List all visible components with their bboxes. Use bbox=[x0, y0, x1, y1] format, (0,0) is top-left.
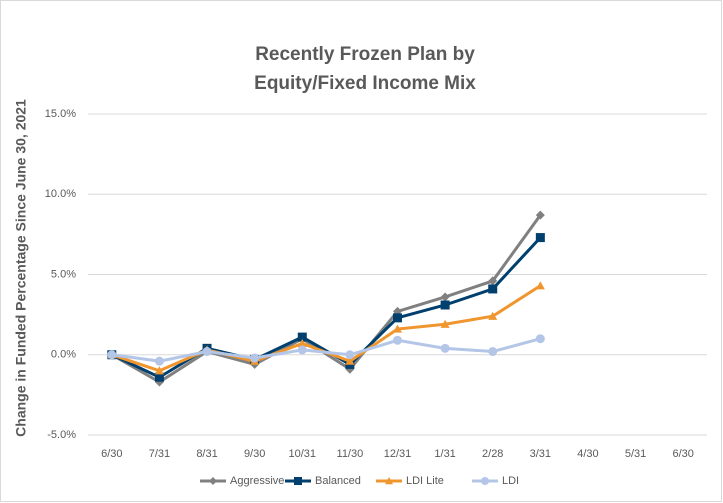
marker bbox=[535, 281, 545, 290]
marker bbox=[488, 276, 498, 286]
y-axis-label: Change in Funded Percentage Since June 3… bbox=[13, 99, 29, 437]
x-tick-label: 1/31 bbox=[434, 448, 455, 460]
y-tick-label: 10.0% bbox=[45, 188, 76, 200]
x-tick-label: 8/31 bbox=[196, 448, 217, 460]
legend-label: Aggressive bbox=[230, 475, 284, 487]
marker bbox=[345, 356, 355, 365]
marker bbox=[535, 210, 545, 220]
marker bbox=[440, 300, 450, 310]
marker bbox=[297, 339, 307, 348]
marker bbox=[393, 335, 402, 345]
x-tick-label: 6/30 bbox=[101, 448, 122, 460]
marker bbox=[440, 319, 450, 328]
series-line bbox=[111, 214, 542, 384]
marker bbox=[297, 332, 307, 342]
y-tick-label: 5.0% bbox=[51, 268, 76, 280]
legend-marker bbox=[385, 477, 393, 485]
marker bbox=[154, 356, 164, 366]
x-tick-label: 3/31 bbox=[530, 448, 551, 460]
x-tick-label: 11/30 bbox=[337, 448, 364, 460]
legend-label: Balanced bbox=[315, 475, 361, 487]
chart-title: Equity/Fixed Income Mix bbox=[254, 73, 476, 94]
marker bbox=[154, 366, 164, 375]
marker bbox=[535, 334, 545, 344]
x-tick-label: 2/28 bbox=[482, 448, 503, 460]
marker bbox=[488, 284, 498, 294]
marker bbox=[440, 343, 450, 353]
series-line bbox=[111, 236, 542, 379]
marker bbox=[250, 353, 260, 363]
marker bbox=[535, 233, 545, 243]
y-tick-label: 15.0% bbox=[45, 108, 76, 120]
x-tick-label: 7/31 bbox=[149, 448, 170, 460]
marker bbox=[393, 313, 402, 323]
marker bbox=[393, 324, 402, 333]
marker bbox=[107, 350, 117, 360]
marker bbox=[440, 292, 450, 302]
legend-marker bbox=[481, 477, 489, 485]
chart-title: Recently Frozen Plan by bbox=[255, 44, 475, 65]
legend-label: LDI Lite bbox=[406, 475, 444, 487]
marker bbox=[202, 347, 212, 357]
x-tick-label: 10/31 bbox=[289, 448, 317, 460]
marker bbox=[297, 345, 307, 355]
y-tick-label: 0.0% bbox=[51, 349, 76, 361]
x-tick-label: 6/30 bbox=[672, 448, 693, 460]
y-tick-label: -5.0% bbox=[47, 429, 76, 441]
legend-label: LDI bbox=[502, 475, 519, 487]
x-tick-label: 5/31 bbox=[625, 448, 646, 460]
marker bbox=[488, 311, 498, 320]
series-line bbox=[111, 337, 541, 363]
legend-marker bbox=[294, 477, 302, 485]
x-tick-label: 9/30 bbox=[244, 448, 265, 460]
marker bbox=[154, 372, 164, 382]
marker bbox=[488, 347, 498, 357]
marker bbox=[345, 350, 355, 360]
x-tick-label: 4/30 bbox=[577, 448, 598, 460]
x-tick-label: 12/31 bbox=[384, 448, 412, 460]
legend-marker bbox=[209, 477, 217, 485]
